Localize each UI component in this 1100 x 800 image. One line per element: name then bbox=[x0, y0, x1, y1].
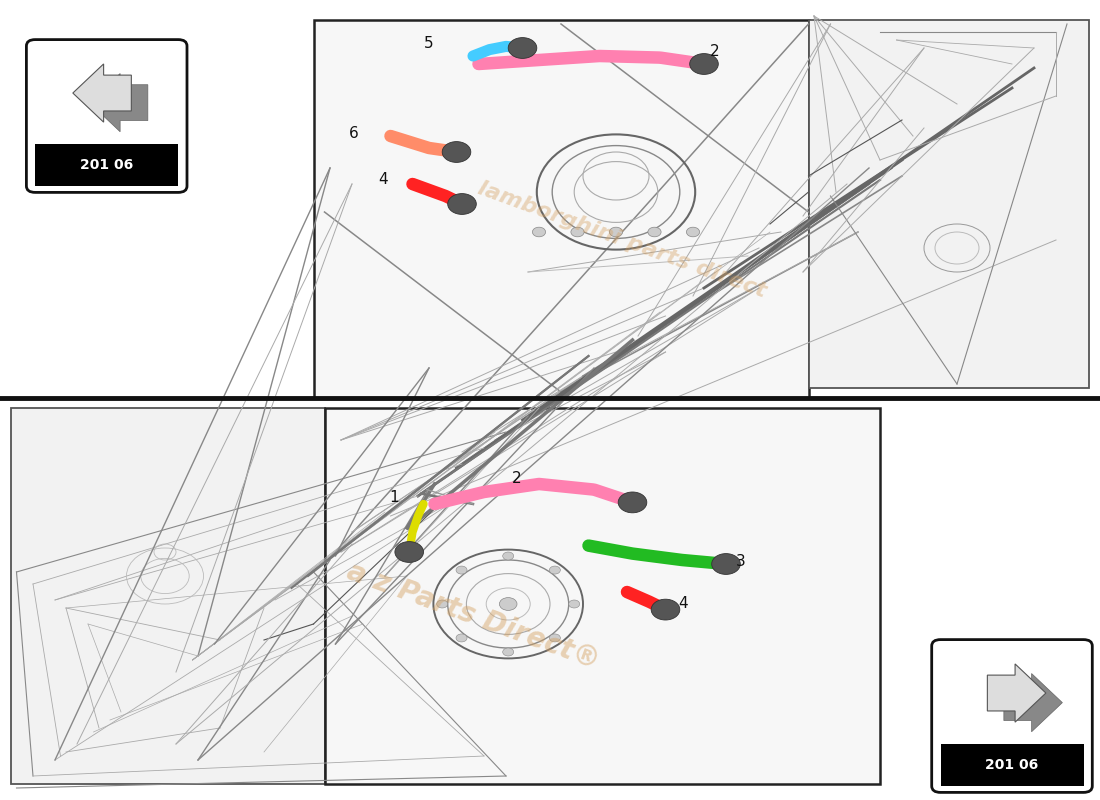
Circle shape bbox=[456, 634, 468, 642]
Text: lamborghini parts direct: lamborghini parts direct bbox=[474, 178, 769, 302]
Circle shape bbox=[503, 552, 514, 560]
Bar bbox=[324, 408, 880, 784]
Circle shape bbox=[686, 227, 700, 237]
Text: 5: 5 bbox=[425, 37, 433, 51]
Text: 6: 6 bbox=[350, 126, 359, 141]
Text: 201 06: 201 06 bbox=[80, 158, 133, 172]
Bar bbox=[940, 744, 1084, 786]
Circle shape bbox=[690, 54, 718, 74]
Circle shape bbox=[609, 227, 623, 237]
Text: 1: 1 bbox=[389, 490, 398, 505]
Circle shape bbox=[456, 566, 468, 574]
Circle shape bbox=[651, 599, 680, 620]
Circle shape bbox=[437, 600, 448, 608]
Text: 2: 2 bbox=[513, 471, 521, 486]
Circle shape bbox=[448, 194, 476, 214]
Polygon shape bbox=[73, 64, 131, 122]
Circle shape bbox=[549, 634, 560, 642]
Bar bbox=[35, 144, 178, 186]
Text: 201 06: 201 06 bbox=[986, 758, 1038, 772]
Bar bbox=[11, 408, 324, 784]
Circle shape bbox=[442, 142, 471, 162]
Circle shape bbox=[712, 554, 740, 574]
Circle shape bbox=[395, 542, 424, 562]
Polygon shape bbox=[988, 664, 1046, 722]
Bar bbox=[808, 20, 1089, 388]
Polygon shape bbox=[89, 74, 147, 132]
Circle shape bbox=[549, 566, 560, 574]
Bar bbox=[314, 20, 808, 398]
Circle shape bbox=[532, 227, 546, 237]
Circle shape bbox=[571, 227, 584, 237]
Circle shape bbox=[618, 492, 647, 513]
Circle shape bbox=[499, 598, 517, 610]
Polygon shape bbox=[1004, 674, 1063, 732]
Text: 2: 2 bbox=[711, 45, 719, 59]
Text: a z Parts Direct®: a z Parts Direct® bbox=[343, 557, 603, 675]
Text: 4: 4 bbox=[378, 173, 387, 187]
FancyBboxPatch shape bbox=[26, 40, 187, 193]
Text: 3: 3 bbox=[736, 554, 745, 569]
Circle shape bbox=[648, 227, 661, 237]
Text: 4: 4 bbox=[679, 597, 688, 611]
Circle shape bbox=[503, 648, 514, 656]
Circle shape bbox=[508, 38, 537, 58]
Circle shape bbox=[569, 600, 580, 608]
FancyBboxPatch shape bbox=[932, 640, 1092, 792]
